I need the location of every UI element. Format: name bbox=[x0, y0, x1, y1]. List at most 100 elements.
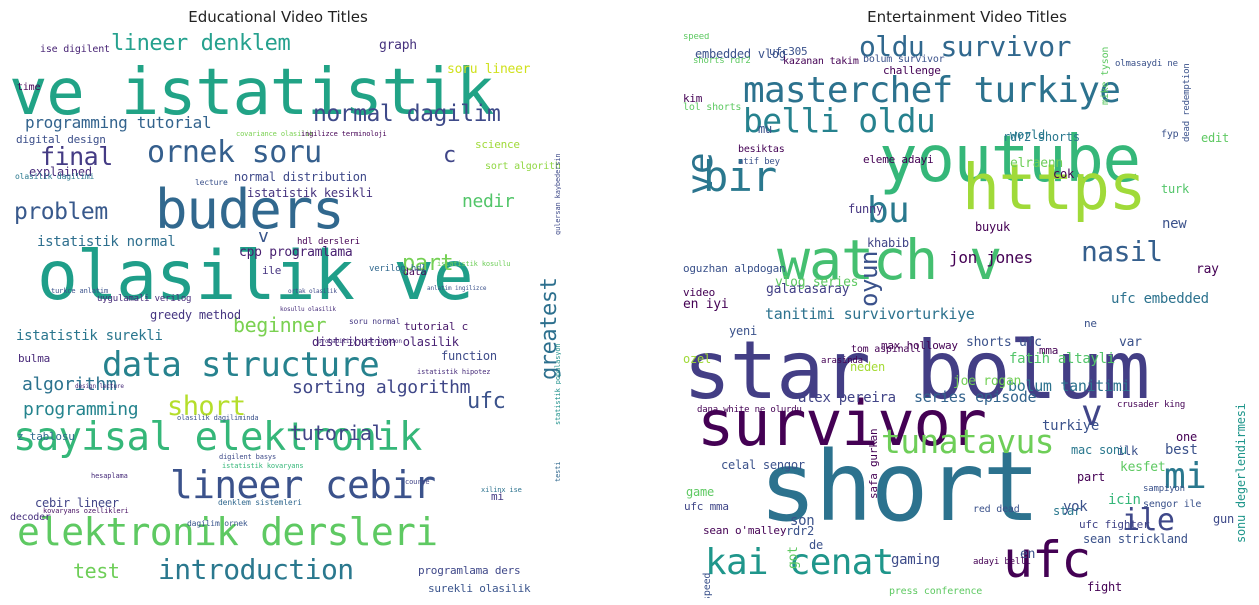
cloud-word: celal sengor bbox=[721, 458, 805, 472]
cloud-word: bulma bbox=[18, 352, 51, 365]
cloud-word: istatistik kesikli bbox=[247, 186, 373, 200]
cloud-word: https bbox=[962, 151, 1147, 224]
cloud-word: normal distribution bbox=[234, 170, 367, 184]
cloud-word: olasilik dagilimi bbox=[15, 172, 95, 181]
cloud-word: tom aspinall bbox=[851, 344, 921, 355]
cloud-word: kovaryans ozellikleri bbox=[43, 507, 129, 515]
cloud-word: yeni bbox=[729, 324, 757, 338]
cloud-word: test bbox=[73, 559, 120, 583]
cloud-word: crusader king bbox=[1117, 400, 1186, 410]
cloud-word: oyun bbox=[855, 251, 883, 307]
educational-cloud-title: Educational Video Titles bbox=[188, 8, 368, 26]
cloud-word: ne bbox=[1084, 317, 1097, 330]
cloud-word: kai cenat bbox=[705, 542, 894, 583]
cloud-word: belli oldu bbox=[743, 101, 936, 140]
cloud-word: bolum survivor bbox=[863, 54, 945, 65]
cloud-word: course bbox=[405, 478, 430, 486]
cloud-word: series episode bbox=[914, 388, 1037, 406]
cloud-word: tutorial c bbox=[404, 320, 469, 333]
cloud-word: function bbox=[441, 349, 497, 363]
cloud-word: ray bbox=[1196, 262, 1219, 277]
cloud-word: statistik populasyon bbox=[554, 343, 561, 425]
cloud-word: mac sonu bbox=[1071, 443, 1127, 457]
cloud-word: sengor ile bbox=[1143, 499, 1202, 510]
cloud-word: one bbox=[1176, 430, 1197, 444]
cloud-word: kesfet bbox=[1120, 460, 1166, 475]
cloud-word: var bbox=[1119, 335, 1142, 350]
cloud-word: decoder bbox=[10, 512, 51, 523]
cloud-word: ortak olasilik bbox=[288, 288, 337, 295]
educational-word-cloud: ve istatistik olasilik ve buders elektronik… bbox=[7, 33, 561, 598]
cloud-word: short bbox=[759, 431, 1040, 543]
cloud-word: design lecture bbox=[75, 383, 124, 390]
cloud-word: ilk bbox=[1117, 444, 1138, 458]
cloud-word: c bbox=[443, 143, 456, 168]
cloud-word: fyp bbox=[1161, 129, 1179, 140]
cloud-word: ingilizce terminoloji bbox=[301, 130, 387, 138]
cloud-word: ufc bbox=[467, 389, 506, 414]
cloud-word: istatistik normal bbox=[37, 234, 176, 250]
cloud-word: gulersan kaybedersin bbox=[554, 153, 561, 235]
cloud-word: istatistik kosullu bbox=[437, 260, 511, 268]
cloud-word: mu bbox=[758, 122, 772, 136]
cloud-word: elraenn bbox=[1010, 156, 1063, 171]
cloud-word: verilog hdl bbox=[369, 264, 427, 274]
cloud-word: eleme adayi bbox=[863, 153, 934, 166]
cloud-word: jon jones bbox=[949, 248, 1033, 267]
cloud-word: dead redemption bbox=[1182, 63, 1192, 142]
entertainment-word-cloud: star bolum short survivor youtube watch v htt… bbox=[683, 33, 1251, 598]
cloud-word: oguzhan alpdogan bbox=[683, 262, 786, 275]
cloud-word: elektronik dersleri bbox=[17, 510, 438, 554]
cloud-word: world bbox=[1010, 128, 1045, 142]
cloud-word: buders bbox=[155, 178, 345, 241]
cloud-word: tunatavus bbox=[881, 422, 1055, 461]
cloud-word: olasilik ve bbox=[37, 237, 474, 316]
cloud-word: red dead bbox=[973, 504, 1020, 515]
cloud-word: youtube bbox=[879, 123, 1141, 197]
cloud-word: max holloway bbox=[881, 339, 958, 352]
cloud-word: anlatim ingilizce bbox=[427, 285, 487, 292]
cloud-word: v bbox=[1081, 393, 1103, 434]
cloud-word: ishowspeed bbox=[702, 573, 713, 598]
cloud-word: sort algorithm bbox=[485, 161, 561, 172]
cloud-word: sean strickland bbox=[1083, 532, 1188, 546]
cloud-word: ile bbox=[262, 264, 282, 277]
cloud-word: denklem sistemleri bbox=[218, 498, 302, 507]
cloud-word: probability distribution bbox=[318, 338, 402, 345]
cloud-word: got bbox=[786, 546, 801, 569]
cloud-word: besiktas bbox=[738, 144, 785, 155]
cloud-word: cebir lineer bbox=[35, 496, 119, 510]
cloud-word: distribution olasilik bbox=[312, 335, 459, 349]
cloud-word: lineer denklem bbox=[111, 33, 291, 56]
cloud-word: kim bbox=[683, 92, 703, 105]
cloud-word: cok bbox=[1053, 167, 1074, 181]
cloud-word: mma bbox=[1039, 344, 1059, 357]
cloud-word: algorithm bbox=[22, 374, 117, 395]
cloud-word: sorting algorithm bbox=[292, 377, 471, 398]
cloud-word: lecture bbox=[195, 178, 228, 187]
cloud-word: joe rogan bbox=[953, 374, 1022, 389]
cloud-word: lol shorts bbox=[683, 102, 742, 113]
cloud-word: embedded vlog bbox=[695, 47, 786, 61]
cloud-word: atif bey bbox=[738, 157, 780, 167]
cloud-word: programming bbox=[23, 399, 139, 420]
entertainment-cloud-title: Entertainment Video Titles bbox=[867, 8, 1067, 26]
cloud-word: fight bbox=[1087, 580, 1122, 594]
cloud-word: digilent basys bbox=[219, 453, 277, 461]
cloud-word: soru normal bbox=[349, 317, 401, 326]
cloud-word: shorts ufc bbox=[966, 335, 1042, 350]
cloud-word: sampiyon bbox=[1143, 484, 1185, 494]
cloud-word: nasil bbox=[1081, 235, 1163, 268]
cloud-word: challenge bbox=[883, 64, 941, 77]
cloud-word: funny bbox=[848, 202, 883, 216]
cloud-word: buyuk bbox=[975, 220, 1010, 234]
cloud-word: oldu survivor bbox=[859, 33, 1071, 63]
cloud-word: arasinda bbox=[821, 356, 863, 366]
cloud-word: explained bbox=[29, 165, 92, 179]
cloud-word: de bbox=[809, 538, 823, 552]
cloud-word: hesaplama bbox=[91, 472, 128, 480]
cloud-word: son bbox=[790, 513, 815, 529]
cloud-word: rdr2 bbox=[786, 524, 814, 538]
cloud-word: game bbox=[686, 485, 714, 499]
cloud-word: tanitimi survivorturkiye bbox=[765, 305, 975, 323]
